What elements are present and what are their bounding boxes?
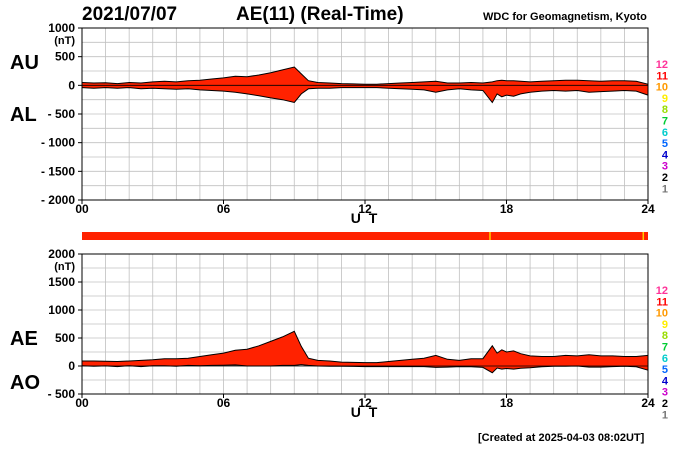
- x-axis-label: U T: [351, 404, 380, 420]
- chart-title: AE(11) (Real-Time): [236, 4, 404, 25]
- ae-label: AE: [10, 328, 38, 350]
- hour-legend-2: 2: [662, 172, 668, 184]
- hour-legend-5: 5: [662, 138, 668, 150]
- y-tick-label: 0: [68, 78, 75, 92]
- source-label: WDC for Geomagnetism, Kyoto: [483, 11, 647, 23]
- hour-legend-6: 6: [662, 127, 668, 139]
- hour-legend-12: 12: [656, 59, 668, 71]
- y-tick-label: 1500: [48, 275, 75, 289]
- y-tick-label: 2000: [48, 247, 75, 261]
- hour-legend-3: 3: [662, 161, 668, 173]
- hour-legend-2: 2: [662, 398, 668, 410]
- hour-legend-6: 6: [662, 353, 668, 365]
- y-tick-label: 500: [55, 331, 75, 345]
- series-line-au: [81, 66, 649, 85]
- al-label: AL: [10, 104, 37, 126]
- y-tick-label: - 1000: [41, 136, 75, 150]
- hour-legend-8: 8: [662, 330, 668, 342]
- hour-legend-4: 4: [662, 375, 669, 387]
- y-tick-label: - 2000: [41, 193, 75, 207]
- date-label: 2021/07/07: [82, 4, 178, 25]
- y-tick-label: 1000: [48, 21, 75, 35]
- x-tick-label: 18: [500, 202, 514, 216]
- series-line-ae: [82, 330, 649, 364]
- status-bar: [82, 232, 648, 240]
- band-fill: [82, 67, 648, 103]
- hour-legend-9: 9: [662, 319, 668, 331]
- x-tick-label: 18: [500, 396, 514, 410]
- created-timestamp: [Created at 2025-04-03 08:02UT]: [478, 432, 645, 444]
- x-tick-label: 06: [217, 202, 231, 216]
- band-fill: [82, 331, 648, 373]
- x-tick-label: 06: [217, 396, 231, 410]
- hour-legend-11: 11: [656, 70, 668, 82]
- y-tick-label: 1000: [48, 303, 75, 317]
- hour-legend-10: 10: [656, 308, 668, 320]
- hour-legend-4: 4: [662, 149, 669, 161]
- hour-legend-8: 8: [662, 104, 668, 116]
- x-tick-label: 24: [641, 202, 655, 216]
- y-unit-label: (nT): [54, 35, 75, 47]
- hour-legend-1: 1: [662, 183, 668, 195]
- x-tick-label: 12: [358, 202, 372, 216]
- hour-legend-1: 1: [662, 409, 668, 421]
- y-tick-label: 0: [68, 359, 75, 373]
- x-axis-label: U T: [351, 210, 380, 226]
- hour-legend-5: 5: [662, 364, 668, 376]
- hour-legend-7: 7: [662, 342, 668, 354]
- au-label: AU: [10, 52, 39, 74]
- x-tick-label: 12: [358, 396, 372, 410]
- hour-legend-12: 12: [656, 285, 668, 297]
- y-tick-label: - 500: [48, 107, 76, 121]
- y-unit-label: (nT): [54, 261, 75, 273]
- hour-legend-3: 3: [662, 387, 668, 399]
- x-tick-label: 00: [75, 202, 89, 216]
- hour-legend-7: 7: [662, 116, 668, 128]
- x-tick-label: 24: [641, 396, 655, 410]
- y-tick-label: - 1500: [41, 164, 75, 178]
- y-tick-label: 500: [55, 50, 75, 64]
- hour-legend-9: 9: [662, 93, 668, 105]
- y-tick-label: - 500: [48, 387, 76, 401]
- x-tick-label: 00: [75, 396, 89, 410]
- hour-legend-11: 11: [656, 296, 668, 308]
- series-line-al: [81, 87, 649, 104]
- ao-label: AO: [10, 372, 40, 394]
- hour-legend-10: 10: [656, 82, 668, 94]
